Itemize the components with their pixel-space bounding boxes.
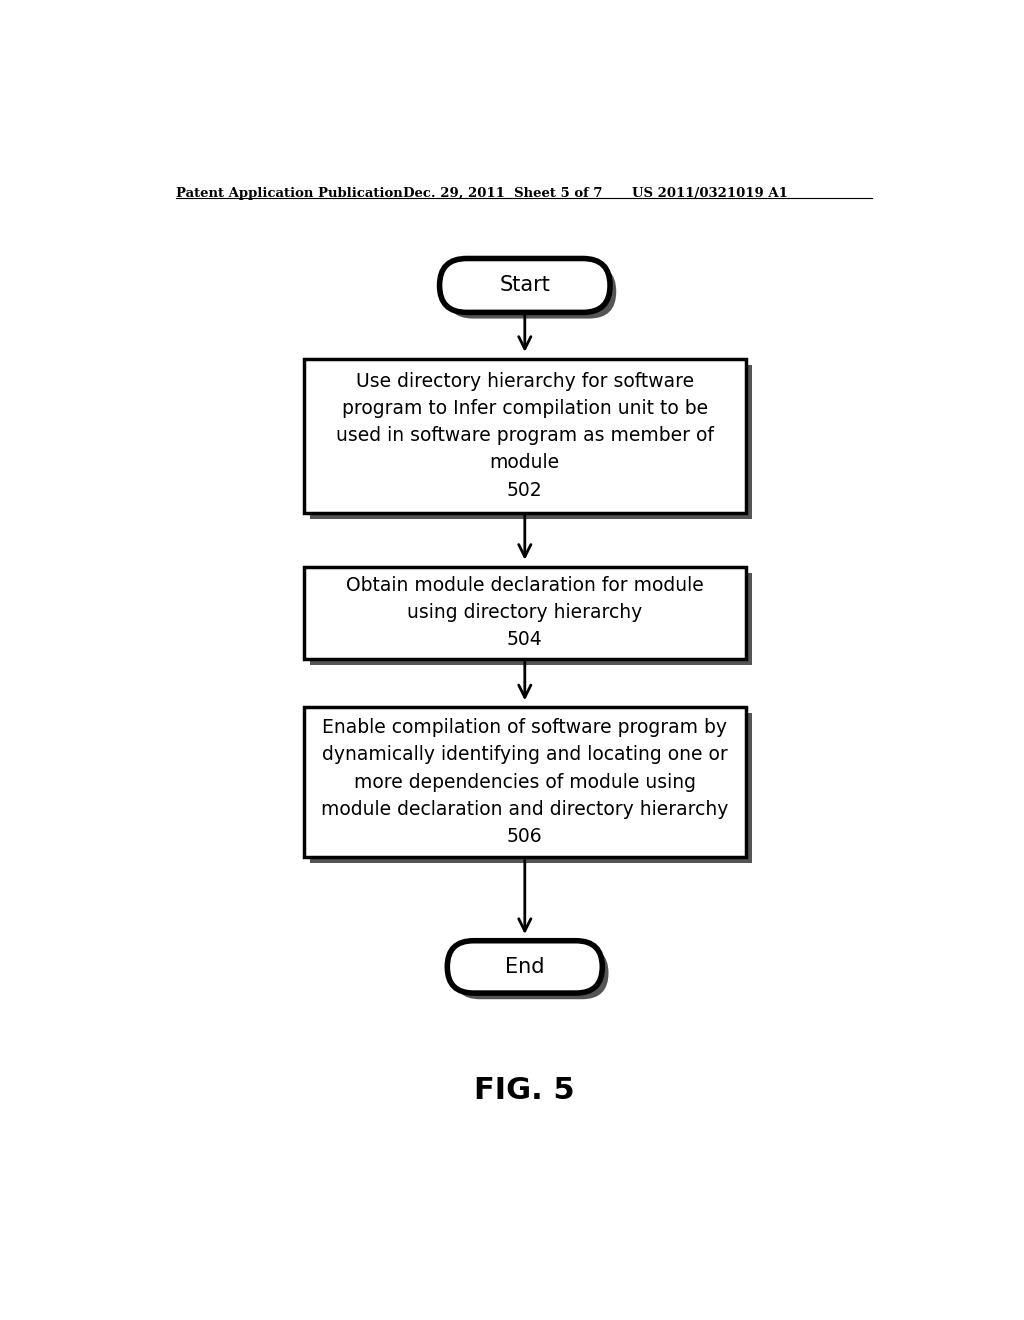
FancyBboxPatch shape: [447, 941, 602, 993]
FancyBboxPatch shape: [445, 264, 616, 318]
Text: Start: Start: [500, 276, 550, 296]
Bar: [304, 708, 745, 857]
Text: End: End: [505, 957, 545, 977]
Text: Obtain module declaration for module
using directory hierarchy
504: Obtain module declaration for module usi…: [346, 576, 703, 649]
Text: Dec. 29, 2011  Sheet 5 of 7: Dec. 29, 2011 Sheet 5 of 7: [403, 187, 603, 199]
FancyBboxPatch shape: [439, 259, 610, 313]
Bar: [310, 573, 752, 665]
Text: Patent Application Publication: Patent Application Publication: [176, 187, 402, 199]
FancyBboxPatch shape: [454, 946, 608, 999]
Text: US 2011/0321019 A1: US 2011/0321019 A1: [632, 187, 787, 199]
Text: Enable compilation of software program by
dynamically identifying and locating o: Enable compilation of software program b…: [322, 718, 728, 846]
Bar: [304, 566, 745, 659]
Bar: [304, 359, 745, 512]
Bar: [310, 713, 752, 863]
Text: FIG. 5: FIG. 5: [474, 1076, 575, 1105]
Bar: [310, 364, 752, 519]
Text: Use directory hierarchy for software
program to Infer compilation unit to be
use: Use directory hierarchy for software pro…: [336, 372, 714, 499]
